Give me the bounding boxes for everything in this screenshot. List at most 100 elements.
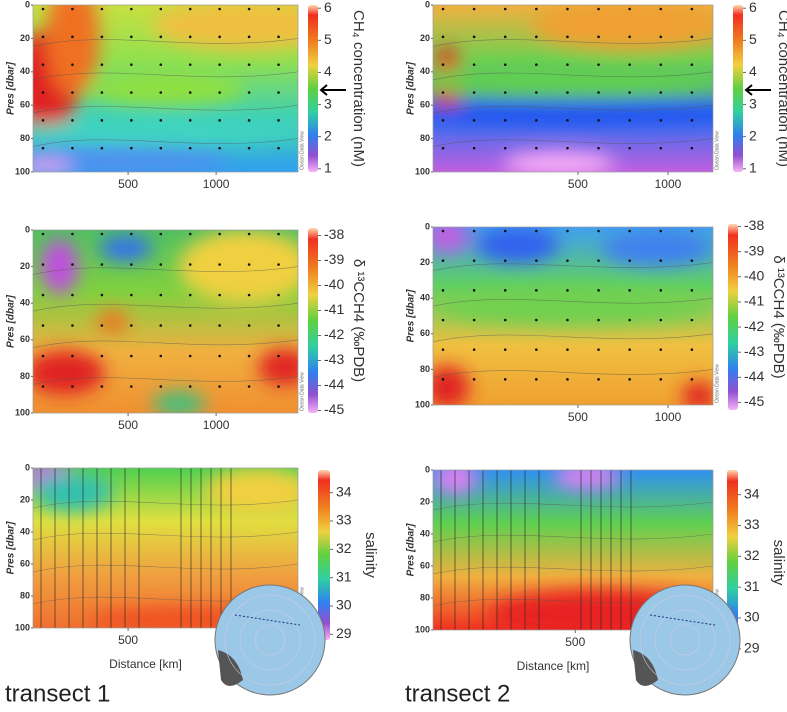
y-tick-label: 20 [420,33,430,43]
sample-dot [441,259,445,262]
colorbar-tick-label: -43 [744,343,764,359]
sample-dot [41,7,45,11]
x-tick-label: 500 [568,177,588,191]
sample-dot [535,318,538,322]
sample-dot [690,378,694,381]
colorbar [318,470,330,640]
sample-dot [100,385,104,388]
sample-dot [659,119,663,122]
arrow [744,84,771,96]
map-track [649,614,716,626]
colorbar-tick-label: -41 [744,293,764,309]
sample-dot [218,293,221,297]
sample-dot [659,63,663,66]
sample-dot [628,289,631,292]
colorbar-tick-label: -44 [324,376,344,392]
sample-dot [247,354,251,358]
colorbar-tick-label: 6 [749,0,757,15]
x-tick-label: 1000 [203,418,230,432]
sample-dot [218,354,221,358]
y-tick-label: 100 [15,622,30,632]
x-tick-label: 500 [568,410,588,424]
sample-dot [659,35,663,39]
sample-dot [71,63,74,66]
sample-dot [130,146,133,150]
y-axis-label: Pres [dbar] [6,521,17,574]
sample-dot [277,91,280,94]
y-tick-label: 100 [415,624,430,634]
y-tick-label: 80 [20,371,30,381]
sample-dot [71,7,74,11]
colorbar-tick-label: -39 [744,242,764,258]
sample-dot [566,289,569,292]
sample-dot [41,263,45,266]
sample-dot [659,348,663,351]
colorbar-tick-label: -40 [324,276,344,292]
field [33,230,298,413]
sample-dot [188,35,192,39]
map-grid [239,609,301,671]
sample-dot [628,146,631,150]
sample-dot [188,91,192,94]
sample-dot [690,35,694,39]
sample-dot [566,146,569,150]
sample-dot [472,259,476,262]
colorbar-tick-label: -40 [744,267,764,283]
y-tick-label: 80 [20,590,30,600]
sample-dot [472,91,476,94]
sample-dot [130,63,133,66]
sample-dot [188,146,192,150]
sample-dot [41,232,45,236]
colorbar-tick-label: 1 [324,159,332,175]
field-blobs [33,230,298,413]
field-blob [503,151,615,172]
sample-dot [690,91,694,94]
sample-dot [628,318,631,322]
sample-dot [566,229,569,233]
sample-dot [100,63,104,66]
colorbar-tick-label: -44 [744,368,764,384]
sample-dot [472,289,476,292]
contour-line [33,563,298,573]
sample-dot [100,263,104,266]
sample-dot [100,354,104,358]
y-axis-label: Pres [dbar] [6,61,17,114]
contour-line [33,104,298,114]
contour-line [433,369,713,378]
sample-dot [277,354,280,358]
sample-dot [503,348,507,351]
plot-frame [432,4,714,173]
x-tick-label: 500 [118,633,138,647]
y-tick-label: 40 [20,66,30,76]
map-grid [254,624,286,656]
sample-dot [130,385,133,388]
contour-line [433,333,713,343]
sample-dot [159,63,163,66]
sample-dot [71,385,74,388]
sample-dot [130,354,133,358]
sample-dot [159,354,163,358]
sample-dot [188,293,192,297]
sample-dot [628,119,631,122]
sample-dot [535,378,538,381]
colorbar [733,5,743,172]
sample-dot [472,119,476,122]
sample-dot [71,324,74,327]
sample-dot [218,35,221,39]
sample-dot [535,119,538,122]
sample-dot [535,259,538,262]
colorbar-tick-label: 30 [744,609,760,625]
field-blob [433,227,470,254]
sample-dot [188,63,192,66]
sample-dot [41,293,45,297]
field [433,5,713,172]
contour-line [433,501,713,511]
sample-dot [71,354,74,358]
sample-dot [597,229,600,233]
sample-dot [597,289,600,292]
sample-dot [628,259,631,262]
sample-dot [535,146,538,150]
sample-dot [441,378,445,381]
plot-frame [32,229,299,414]
sample-dot [130,293,133,297]
